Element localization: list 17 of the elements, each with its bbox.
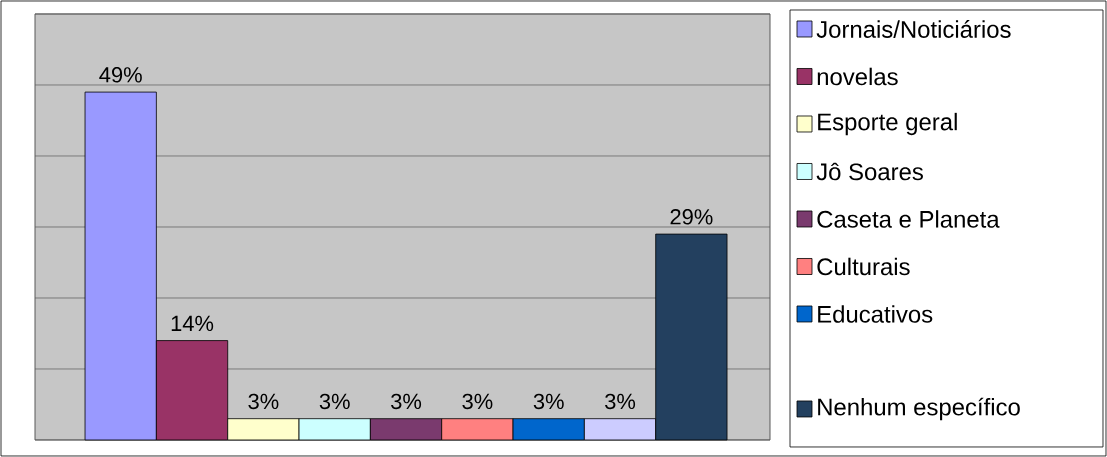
data-label: 3% <box>391 393 422 410</box>
legend-label: Nenhum específico <box>818 397 1020 421</box>
legend-label: Jornais/Noticiários <box>816 20 1011 38</box>
legend-label: Esporte geral <box>818 112 957 136</box>
data-label: 3% <box>605 393 636 410</box>
legend-label: Culturais <box>817 257 910 276</box>
data-label: 3% <box>462 393 493 410</box>
data-label: 3% <box>319 393 350 410</box>
legend-label: Jô Soares <box>816 162 923 181</box>
data-label: 3% <box>533 393 564 410</box>
legend-label: novelas <box>817 67 898 86</box>
data-label: 29% <box>670 209 713 225</box>
data-label: 14% <box>171 315 214 332</box>
legend-label: Caseta e Planeta <box>817 210 1000 228</box>
legend-label: Educativos <box>818 305 933 323</box>
data-label: 3% <box>248 393 279 410</box>
data-label: 49% <box>99 67 142 83</box>
